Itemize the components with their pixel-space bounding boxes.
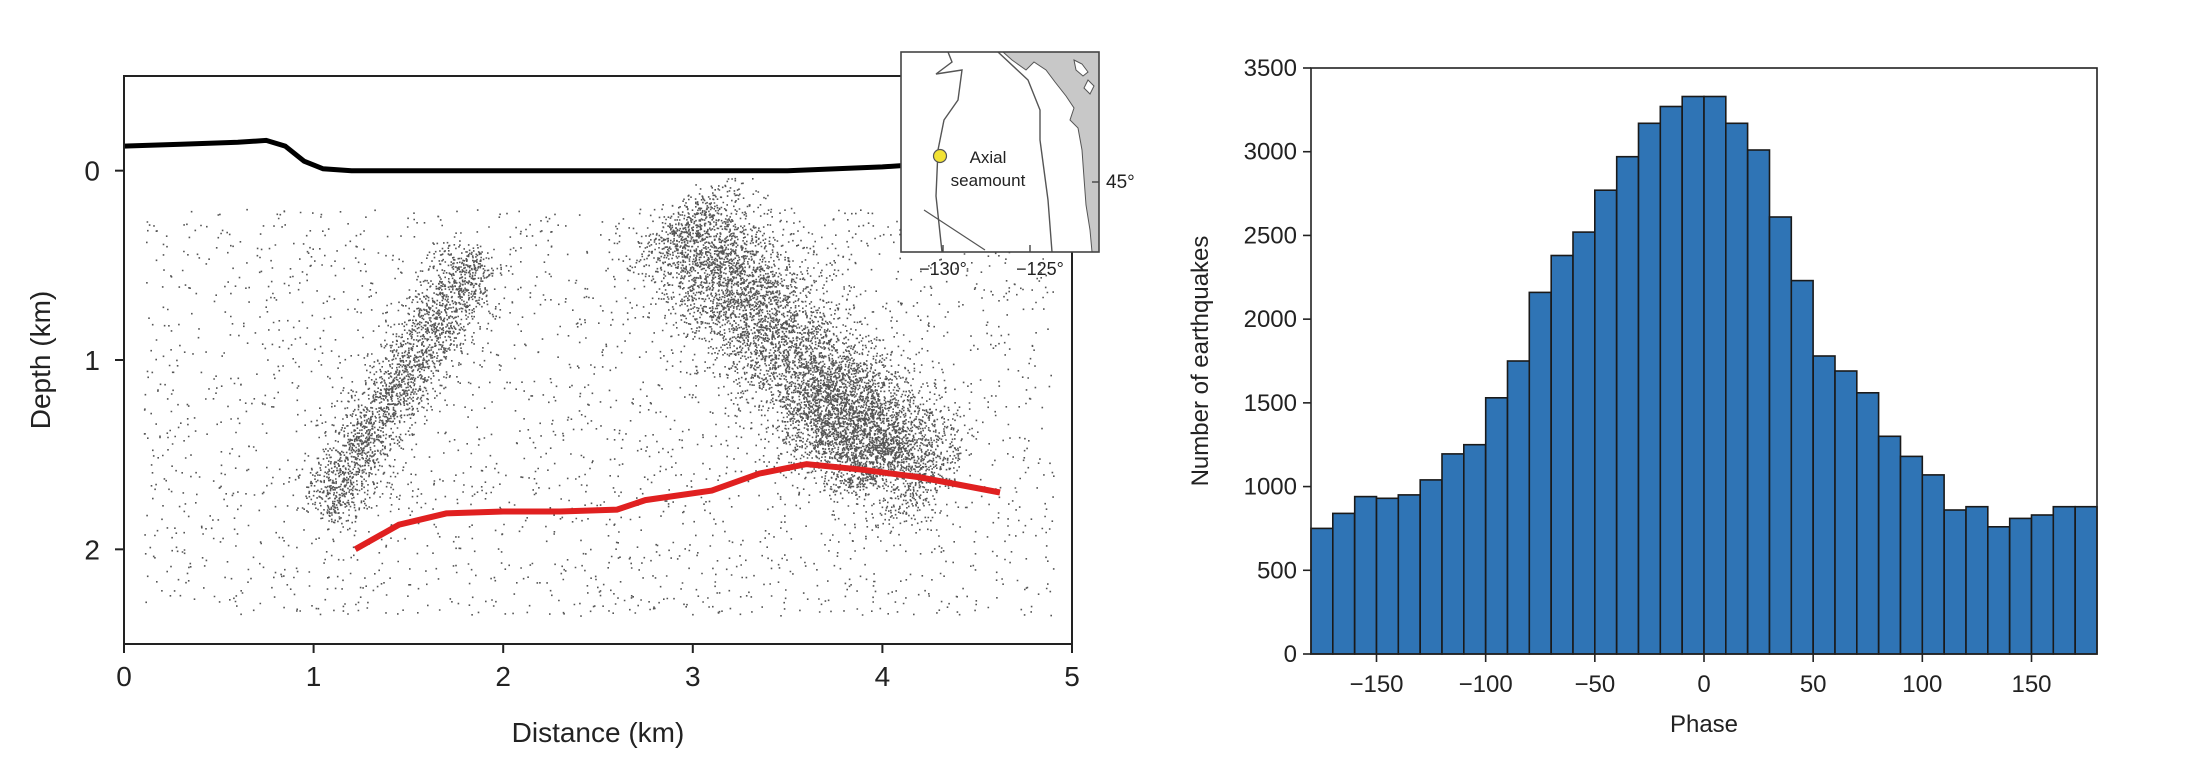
x-tick-label: −50 xyxy=(1574,671,1615,698)
histogram-bar xyxy=(2030,514,2055,655)
histogram-bar xyxy=(1615,155,1640,655)
x-tick-label: 100 xyxy=(1902,671,1942,698)
y-axis-label: Depth (km) xyxy=(25,291,56,429)
y-tick-label: 2 xyxy=(84,534,100,565)
axial-seamount-marker xyxy=(932,148,948,164)
histogram-bar xyxy=(1572,231,1596,655)
histogram-bar xyxy=(2008,517,2033,655)
histogram-bar xyxy=(1659,105,1683,655)
x-tick-label: 2 xyxy=(495,661,511,692)
histogram-bar xyxy=(1899,455,1924,655)
inset-label-axial: Axial xyxy=(970,148,1007,167)
histogram-bar xyxy=(2052,505,2076,655)
inset-label-seamount: seamount xyxy=(951,171,1026,190)
x-tick-label: −150 xyxy=(1349,671,1403,698)
red-line xyxy=(353,461,1001,552)
histogram-bar xyxy=(1397,494,1421,655)
plate-boundary xyxy=(935,51,963,253)
depth-section-chart: 0 1 2 3 4 5 0 1 2 Distance (km) Depth (km) Axia… xyxy=(25,51,1135,748)
histogram-bar xyxy=(1528,291,1552,655)
histogram-bar xyxy=(1353,495,1378,655)
fracture-zone xyxy=(923,209,986,251)
y-tick-label: 1000 xyxy=(1244,474,1297,501)
histogram-bar xyxy=(1725,122,1749,655)
histogram-bar xyxy=(1834,370,1858,655)
histogram-bars xyxy=(1310,95,2098,655)
histogram-bar xyxy=(1484,396,1509,655)
histogram-bar xyxy=(1768,216,1793,655)
histogram-bar xyxy=(1419,479,1443,655)
histogram-bar xyxy=(1703,95,1727,655)
y-axis-label: Number of earthquakes xyxy=(1187,236,1214,487)
x-tick-label: 0 xyxy=(116,661,132,692)
histogram-bar xyxy=(1594,189,1618,655)
phase-histogram-chart: −150 −100 −50 0 50 100 150 0 500 1000 1500 2000 250… xyxy=(1187,55,2098,738)
x-tick-label: −100 xyxy=(1459,671,1513,698)
x-tick-label: 150 xyxy=(2011,671,2051,698)
y-axis-ticks: 0 1 2 xyxy=(84,156,124,565)
x-tick-label: 50 xyxy=(1800,671,1827,698)
histogram-bar xyxy=(1681,95,1705,655)
histogram-bar xyxy=(1637,122,1662,655)
y-axis-ticks: 0 500 1000 1500 2000 2500 3000 3500 xyxy=(1244,55,1311,668)
histogram-bar xyxy=(1790,279,1814,655)
histogram-bar xyxy=(1856,391,1880,655)
y-tick-label: 0 xyxy=(84,156,100,187)
histogram-bar xyxy=(1463,443,1487,655)
inset-lat-label: 45° xyxy=(1106,172,1135,193)
inset-lon-label: −130° xyxy=(919,259,967,279)
inset-lon-label: −125° xyxy=(1016,259,1064,279)
y-tick-label: 3000 xyxy=(1244,139,1297,166)
y-tick-label: 3500 xyxy=(1244,55,1297,82)
x-axis-label: Phase xyxy=(1670,711,1738,738)
histogram-bar xyxy=(1506,360,1531,655)
margin-boundary xyxy=(997,51,1053,253)
histogram-bar xyxy=(1921,474,1945,655)
histogram-bar xyxy=(2074,505,2098,655)
histogram-bar xyxy=(1943,509,1967,655)
histogram-bar xyxy=(1375,497,1400,655)
y-tick-label: 1500 xyxy=(1244,390,1297,417)
inset-map: Axial seamount −130° −125° 45° xyxy=(900,51,1135,279)
histogram-bar xyxy=(1812,355,1836,655)
histogram-bar xyxy=(1877,435,1902,655)
x-tick-label: 4 xyxy=(875,661,891,692)
histogram-bar xyxy=(1332,512,1356,655)
histogram-bar xyxy=(1746,149,1771,655)
earthquake-point-cloud xyxy=(143,177,1055,617)
y-tick-label: 1 xyxy=(84,345,100,376)
histogram-bar xyxy=(1987,525,2011,655)
y-tick-label: 0 xyxy=(1284,641,1297,668)
coast-islands xyxy=(1073,59,1095,95)
histogram-bar xyxy=(1965,505,1989,655)
y-tick-label: 2500 xyxy=(1244,222,1297,249)
histogram-bar xyxy=(1310,527,1334,655)
histogram-bar xyxy=(1550,254,1574,655)
x-axis-label: Distance (km) xyxy=(512,717,685,748)
x-tick-label: 5 xyxy=(1064,661,1080,692)
x-tick-label: 3 xyxy=(685,661,701,692)
histogram-bar xyxy=(1441,453,1465,655)
y-tick-label: 2000 xyxy=(1244,306,1297,333)
seafloor-line xyxy=(123,137,911,174)
y-tick-label: 500 xyxy=(1257,557,1297,584)
earthquake-points xyxy=(143,177,1055,617)
inset-frame xyxy=(900,51,1100,253)
x-axis-ticks: 0 1 2 3 4 5 xyxy=(116,644,1080,692)
x-tick-label: 1 xyxy=(306,661,322,692)
x-tick-label: 0 xyxy=(1697,671,1710,698)
x-axis-ticks: −150 −100 −50 0 50 100 150 xyxy=(1349,654,2052,698)
